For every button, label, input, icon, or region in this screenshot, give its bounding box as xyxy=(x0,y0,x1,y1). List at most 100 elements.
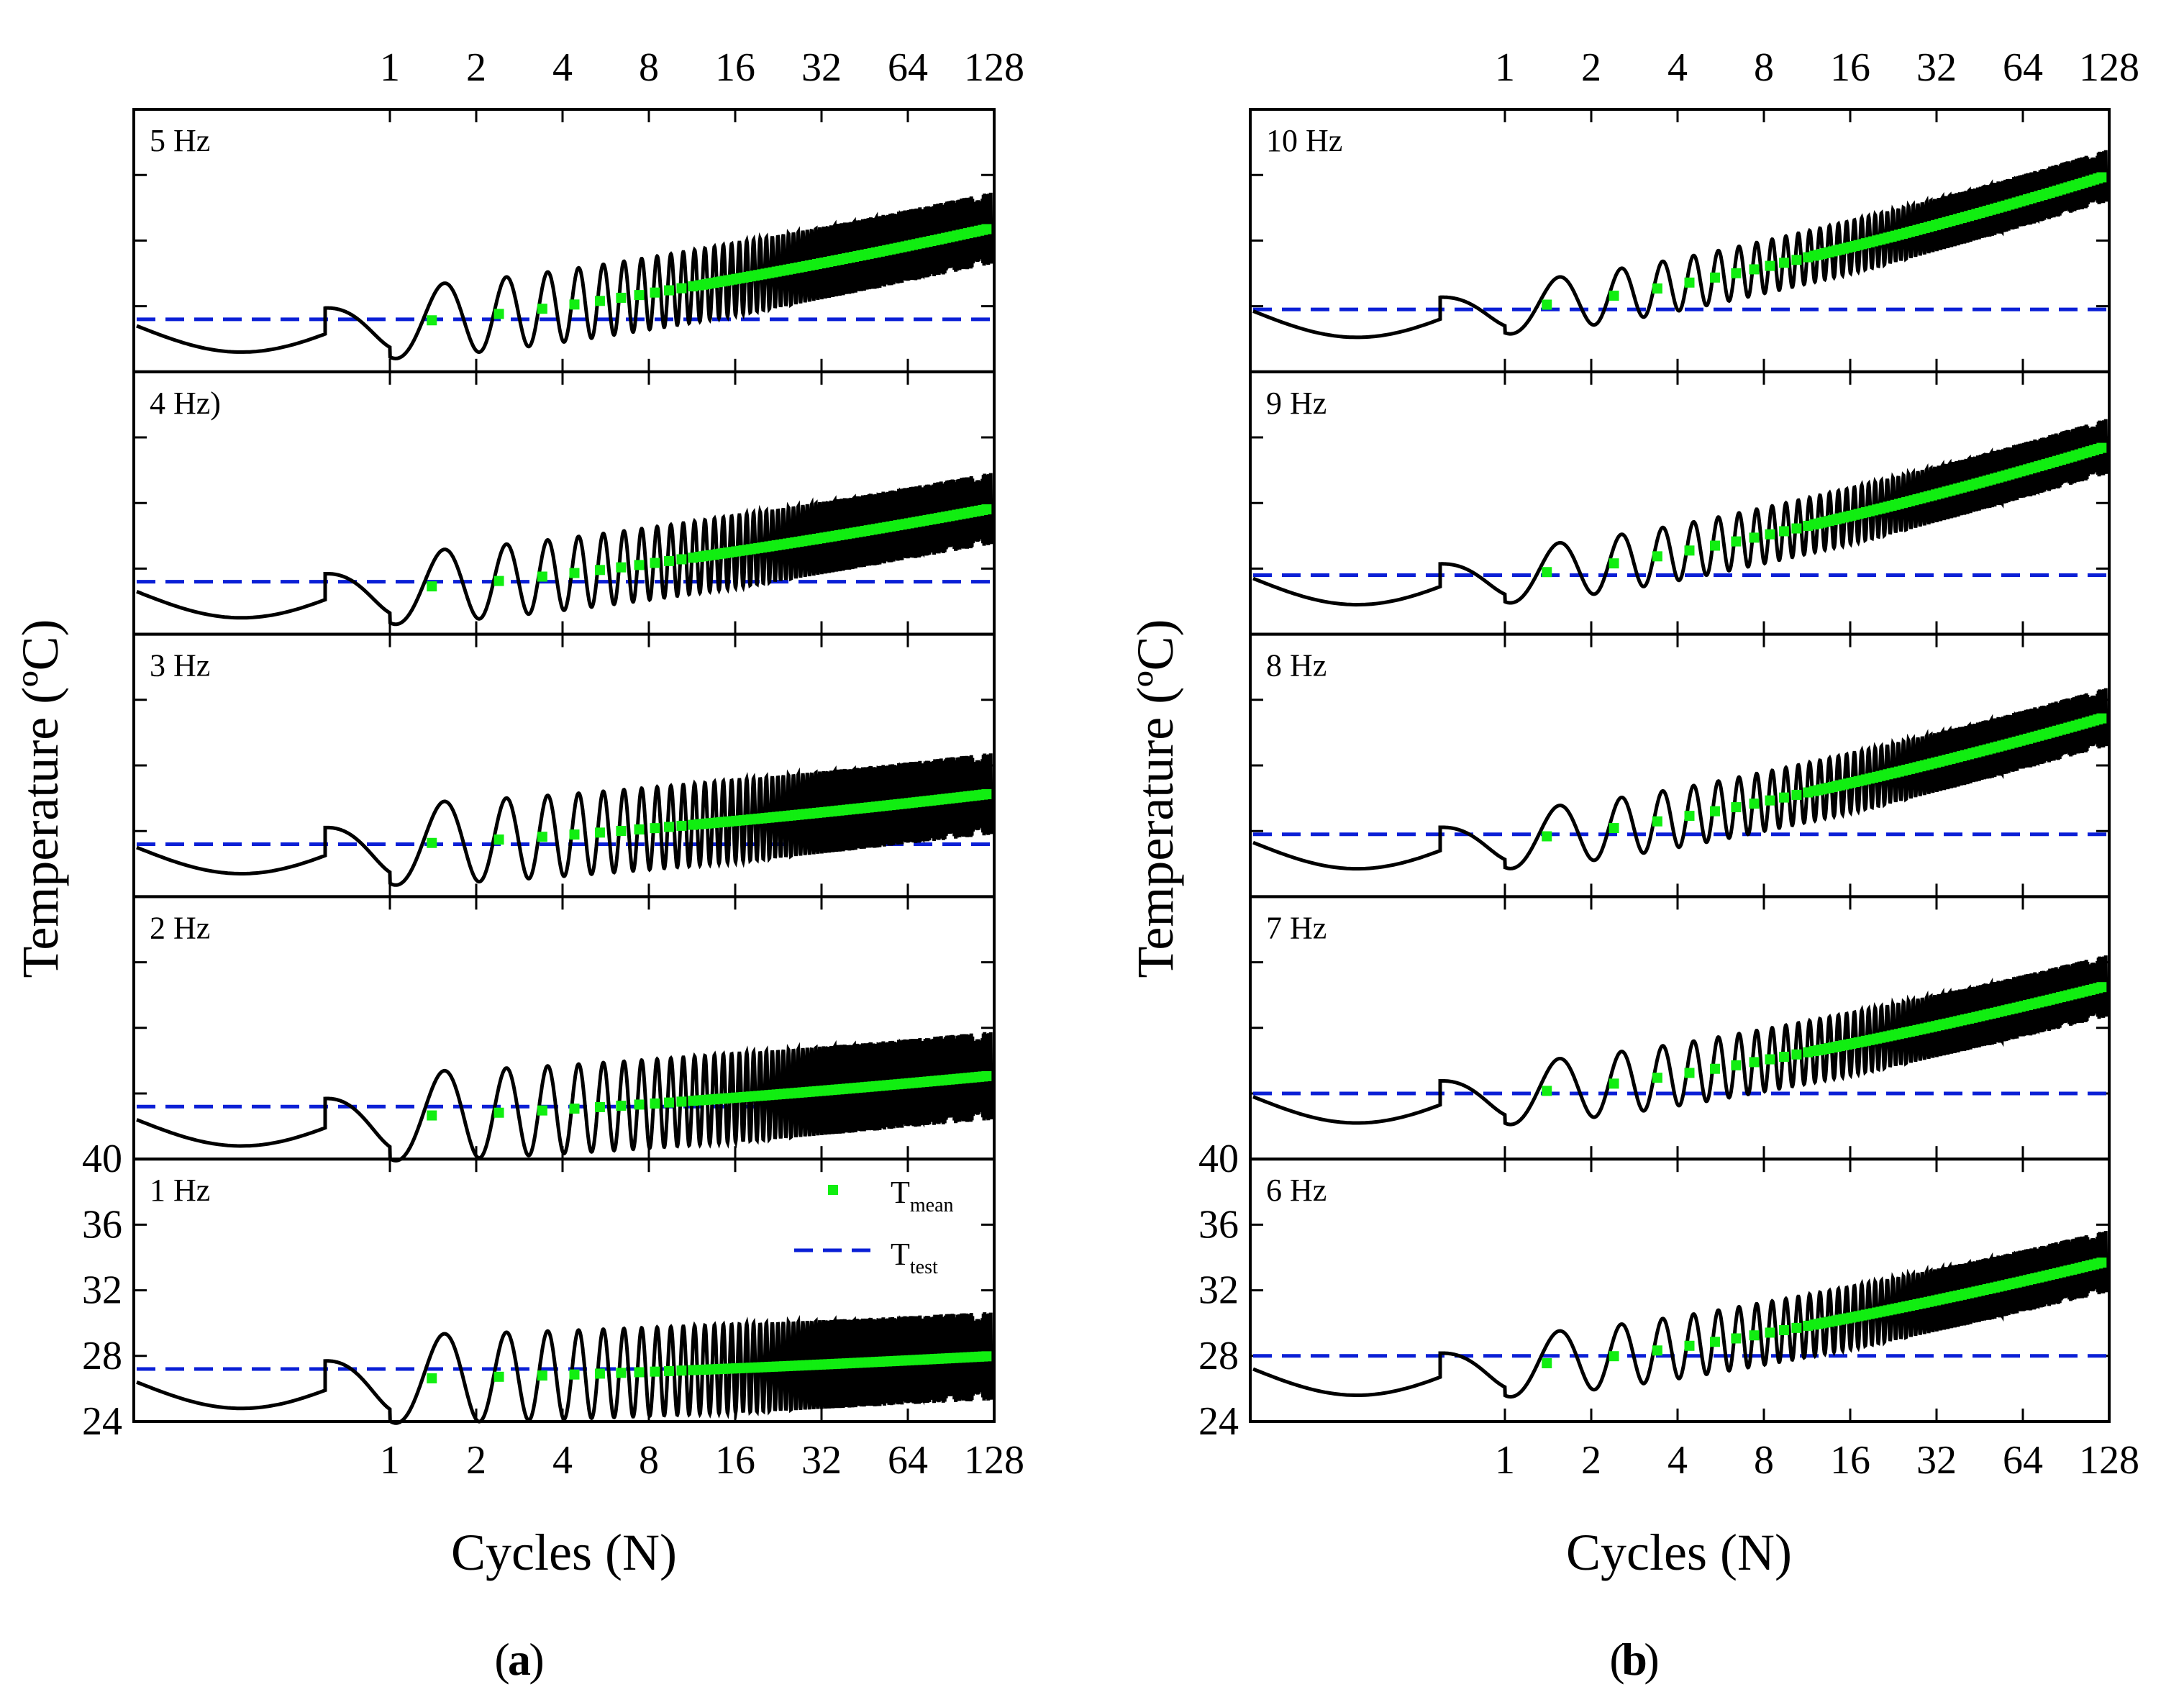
tmean-point xyxy=(594,296,605,306)
tmean-point xyxy=(1749,532,1760,543)
subplot-1hz: 1 Hz xyxy=(132,1157,996,1425)
tmean-point xyxy=(1749,1057,1760,1068)
tmean-point xyxy=(493,1107,504,1118)
tmean-series xyxy=(427,1351,992,1383)
tmean-point xyxy=(537,1370,547,1381)
svg-text:): ) xyxy=(1644,1634,1659,1685)
svg-text:(: ( xyxy=(494,1634,509,1685)
x-tick-label: 8 xyxy=(639,1438,659,1483)
tmean-point xyxy=(981,789,992,800)
x-tick-label-top: 1 xyxy=(380,45,400,90)
tmean-point xyxy=(616,1101,627,1111)
tmean-point xyxy=(616,826,627,837)
x-tick-label: 16 xyxy=(1830,1438,1870,1483)
y-axis-title: Temperature (ºC) xyxy=(12,619,69,978)
temperature-trace xyxy=(136,1312,993,1425)
subplot-4hz: 4 Hz) xyxy=(132,370,996,636)
x-tick-label: 64 xyxy=(2003,1438,2043,1483)
tmean-point xyxy=(1778,258,1789,268)
x-tick-label-top: 16 xyxy=(715,45,755,90)
tmean-point xyxy=(427,1110,437,1121)
tmean-series xyxy=(1542,1257,2107,1369)
x-tick-label: 4 xyxy=(552,1438,573,1483)
temperature-trace xyxy=(136,473,993,627)
tmean-point xyxy=(634,290,645,301)
tmean-point xyxy=(1778,792,1789,803)
tmean-point xyxy=(634,1099,645,1110)
tmean-point xyxy=(569,1104,580,1114)
tmean-series xyxy=(427,224,992,326)
tmean-point xyxy=(1791,523,1802,534)
y-axis-title: Temperature (ºC) xyxy=(1127,619,1184,978)
tmean-point xyxy=(676,1096,687,1107)
x-axis-title: Cycles (N) xyxy=(451,1524,677,1581)
frequency-label: 8 Hz xyxy=(1266,648,1327,683)
tmean-point xyxy=(1684,545,1695,556)
temperature-trace xyxy=(136,192,993,360)
tmean-point xyxy=(981,1070,992,1081)
tmean-point xyxy=(2096,713,2107,724)
frequency-label: 5 Hz xyxy=(150,123,210,158)
frequency-label: 3 Hz xyxy=(150,648,210,683)
y-tick-label: 24 xyxy=(1198,1399,1239,1444)
tmean-point xyxy=(650,823,660,834)
tmean-point xyxy=(1684,811,1695,822)
panel-b: Cycles (N) Temperature (ºC) ( b ) 112244… xyxy=(1127,45,2139,1685)
tmean-point xyxy=(537,304,547,314)
y-tick-label: 32 xyxy=(82,1268,122,1313)
x-tick-label-top: 4 xyxy=(552,45,573,90)
tmean-point xyxy=(1709,1337,1720,1347)
tmean-point xyxy=(1749,264,1760,275)
frequency-label: 1 Hz xyxy=(150,1173,210,1208)
tmean-point xyxy=(663,1365,674,1376)
tmean-point xyxy=(1684,1340,1695,1351)
tmean-point xyxy=(1765,260,1775,271)
y-tick-label: 40 xyxy=(1198,1137,1239,1181)
frequency-label: 10 Hz xyxy=(1266,123,1342,158)
y-tick-label: 32 xyxy=(1198,1268,1239,1313)
tmean-point xyxy=(1765,795,1775,806)
subplot-8hz: 8 Hz xyxy=(1249,632,2111,899)
tmean-point xyxy=(569,299,580,310)
legend-marker-tmean xyxy=(828,1185,838,1195)
panel-label: ( a ) xyxy=(494,1634,544,1685)
x-tick-label: 64 xyxy=(888,1438,928,1483)
tmean-point xyxy=(1731,536,1742,547)
subplot-9hz: 9 Hz xyxy=(1249,370,2111,636)
tmean-point xyxy=(676,554,687,565)
svg-text:(: ( xyxy=(1609,1634,1624,1685)
x-tick-label: 32 xyxy=(801,1438,842,1483)
svg-text:b: b xyxy=(1621,1634,1647,1685)
tmean-point xyxy=(1765,529,1775,540)
y-tick-label: 28 xyxy=(82,1334,122,1378)
x-tick-label-top: 1 xyxy=(1495,45,1515,90)
tmean-point xyxy=(1749,1330,1760,1341)
tmean-point xyxy=(2096,982,2107,993)
x-tick-label-top: 8 xyxy=(1754,45,1774,90)
tmean-point xyxy=(981,1351,992,1362)
temperature-trace xyxy=(1252,150,2108,340)
tmean-series xyxy=(427,789,992,848)
tmean-point xyxy=(1542,1358,1552,1369)
tmean-point xyxy=(493,834,504,845)
x-tick-label: 4 xyxy=(1667,1438,1688,1483)
y-tick-label: 28 xyxy=(1198,1334,1239,1378)
tmean-point xyxy=(981,504,992,515)
tmean-point xyxy=(1709,806,1720,817)
svg-text:a: a xyxy=(508,1634,531,1685)
temperature-trace xyxy=(136,1032,993,1163)
tmean-point xyxy=(537,832,547,842)
tmean-point xyxy=(1542,299,1552,310)
subplot-7hz: 7 Hz xyxy=(1249,895,2111,1161)
tmean-point xyxy=(1609,823,1619,834)
tmean-series xyxy=(1542,982,2107,1096)
frequency-label: 6 Hz xyxy=(1266,1173,1327,1208)
tmean-series xyxy=(1542,713,2107,842)
tmean-point xyxy=(1731,802,1742,813)
tmean-point xyxy=(1791,789,1802,800)
x-tick-label: 2 xyxy=(1581,1438,1601,1483)
tmean-point xyxy=(594,1101,605,1112)
tmean-point xyxy=(1652,1073,1662,1083)
